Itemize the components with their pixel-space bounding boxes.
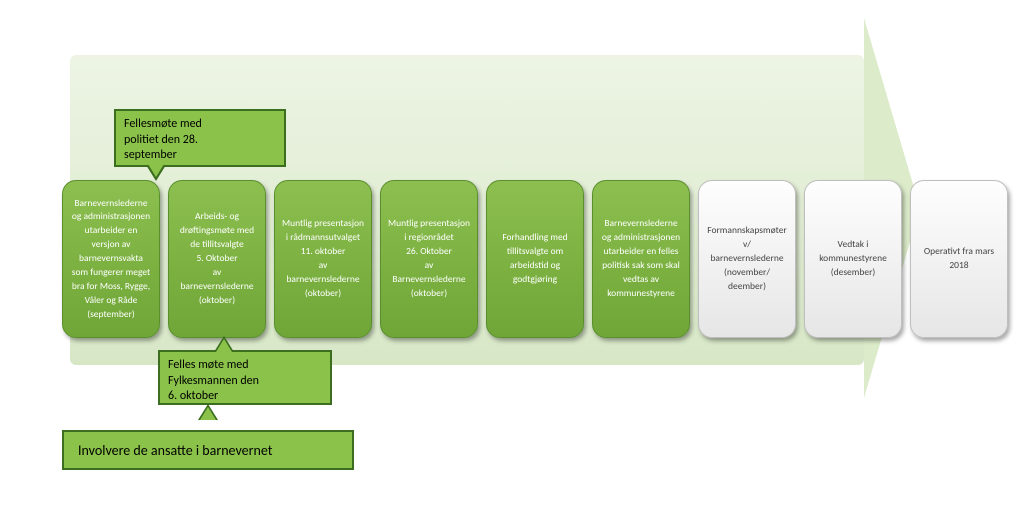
process-step-6-line: politisk sak som skal bbox=[602, 260, 680, 272]
process-step-7-line: Formannskapsmøter bbox=[707, 225, 787, 237]
process-step-8-line: kommunestyrene bbox=[819, 253, 887, 265]
process-step-3: Muntlig presentasjon i rådmannsutvalget 11… bbox=[274, 180, 372, 338]
process-step-6-line: utarbeider en felles bbox=[603, 246, 678, 258]
process-step-2-line: drøftingsmøte med bbox=[180, 225, 254, 237]
process-step-1-line: som fungerer meget bbox=[72, 267, 150, 279]
process-step-4-line: Muntlig presentasjon bbox=[388, 218, 470, 230]
process-step-1: Barnevernslederneog administrasjonen utar… bbox=[62, 180, 160, 338]
process-step-8: Vedtak i kommunestyrene (desember) bbox=[804, 180, 902, 338]
process-step-9-line: 2018 bbox=[949, 260, 968, 272]
process-step-3-line: (oktober) bbox=[305, 288, 341, 300]
process-step-7-line: deember) bbox=[728, 281, 766, 293]
process-step-5-line: tillitsvalgte om bbox=[507, 246, 563, 258]
process-step-5-line: Forhandling med bbox=[502, 232, 567, 244]
process-step-2-line: de tillitsvalgte bbox=[190, 239, 243, 251]
process-step-1-line: Barnevernslederne bbox=[74, 198, 147, 210]
process-step-2-line: barnevernslederne bbox=[180, 281, 253, 293]
process-step-7: Formannskapsmøter v/barnevernslederne (nov… bbox=[698, 180, 796, 338]
callout-involve-staff: Involvere de ansatte i barnevernet bbox=[62, 430, 354, 470]
process-step-7-line: v/ bbox=[743, 239, 751, 251]
process-step-1-line: og administrasjonen bbox=[72, 211, 150, 223]
process-step-1-line: utarbeider en bbox=[85, 225, 138, 237]
process-step-3-line: av bbox=[319, 260, 328, 272]
process-step-5-line: arbeidstid og bbox=[510, 260, 560, 272]
callout-mid-line: 6. oktober bbox=[168, 389, 322, 405]
process-step-8-line: Vedtak i bbox=[838, 239, 869, 251]
process-step-5-line: godtgjøring bbox=[513, 274, 557, 286]
process-step-7-line: (november/ bbox=[724, 267, 770, 279]
process-step-1-line: bra for Moss, Rygge, bbox=[72, 281, 150, 293]
process-step-6-line: kommunestyrene bbox=[607, 288, 675, 300]
process-step-2-line: (oktober) bbox=[199, 295, 235, 307]
process-step-3-line: barnevernslederne bbox=[286, 274, 359, 286]
process-step-3-line: 11. oktober bbox=[301, 246, 346, 258]
process-diagram: Barnevernslederneog administrasjonenutar… bbox=[0, 0, 1024, 518]
process-step-3-line: Muntlig presentasjon bbox=[282, 218, 364, 230]
process-step-4-line: Barnevernslederne bbox=[392, 274, 465, 286]
process-step-8-line: (desember) bbox=[831, 267, 876, 279]
process-step-6: Barnevernslederne og administrasjonen utar… bbox=[592, 180, 690, 338]
process-step-1-line: versjon av bbox=[92, 239, 131, 251]
process-step-4: Muntlig presentasjon i regionrådet 26. Okt… bbox=[380, 180, 478, 338]
callout-mid-line: Felles møte med bbox=[168, 358, 322, 374]
process-step-7-line: barnevernslederne bbox=[710, 253, 783, 265]
process-step-1-line: barnevernsvakta bbox=[79, 253, 143, 265]
process-step-2-line: Arbeids- og bbox=[195, 211, 239, 223]
callout-fylkesmannen-meeting: Felles møte medFylkesmannen den6. oktobe… bbox=[158, 350, 332, 405]
process-step-1-line: Våler og Råde bbox=[85, 295, 138, 307]
process-step-3-line: i rådmannsutvalget bbox=[286, 232, 360, 244]
callout-involve-staff-text: Involvere de ansatte i barnevernet bbox=[78, 442, 272, 459]
process-step-5: Forhandling med tillitsvalgte om arbeidsti… bbox=[486, 180, 584, 338]
process-step-2: Arbeids- og drøftingsmøte med de tillitsva… bbox=[168, 180, 266, 338]
callout-police-meeting: Fellesmøte medpolitiet den 28.september bbox=[114, 109, 286, 167]
process-step-9-line: Operativt fra mars bbox=[924, 246, 994, 258]
process-step-6-line: vedtas av bbox=[623, 274, 659, 286]
process-step-6-line: Barnevernslederne bbox=[604, 218, 677, 230]
callout-top-line: Fellesmøte med bbox=[124, 117, 276, 133]
process-step-4-line: av bbox=[425, 260, 434, 272]
callout-top-line: politiet den 28. bbox=[124, 133, 276, 149]
process-step-4-line: i regionrådet bbox=[404, 232, 453, 244]
process-step-6-line: og administrasjonen bbox=[602, 232, 680, 244]
callout-mid-line: Fylkesmannen den bbox=[168, 374, 322, 390]
callout-top-line: september bbox=[124, 148, 276, 164]
process-step-4-line: 26. Oktober bbox=[406, 246, 452, 258]
process-step-1-line: (september) bbox=[87, 309, 135, 321]
process-step-4-line: (oktober) bbox=[411, 288, 447, 300]
process-step-2-line: 5. Oktober bbox=[196, 253, 237, 265]
process-step-9: Operativt fra mars 2018 bbox=[910, 180, 1008, 338]
process-step-2-line: av bbox=[213, 267, 222, 279]
